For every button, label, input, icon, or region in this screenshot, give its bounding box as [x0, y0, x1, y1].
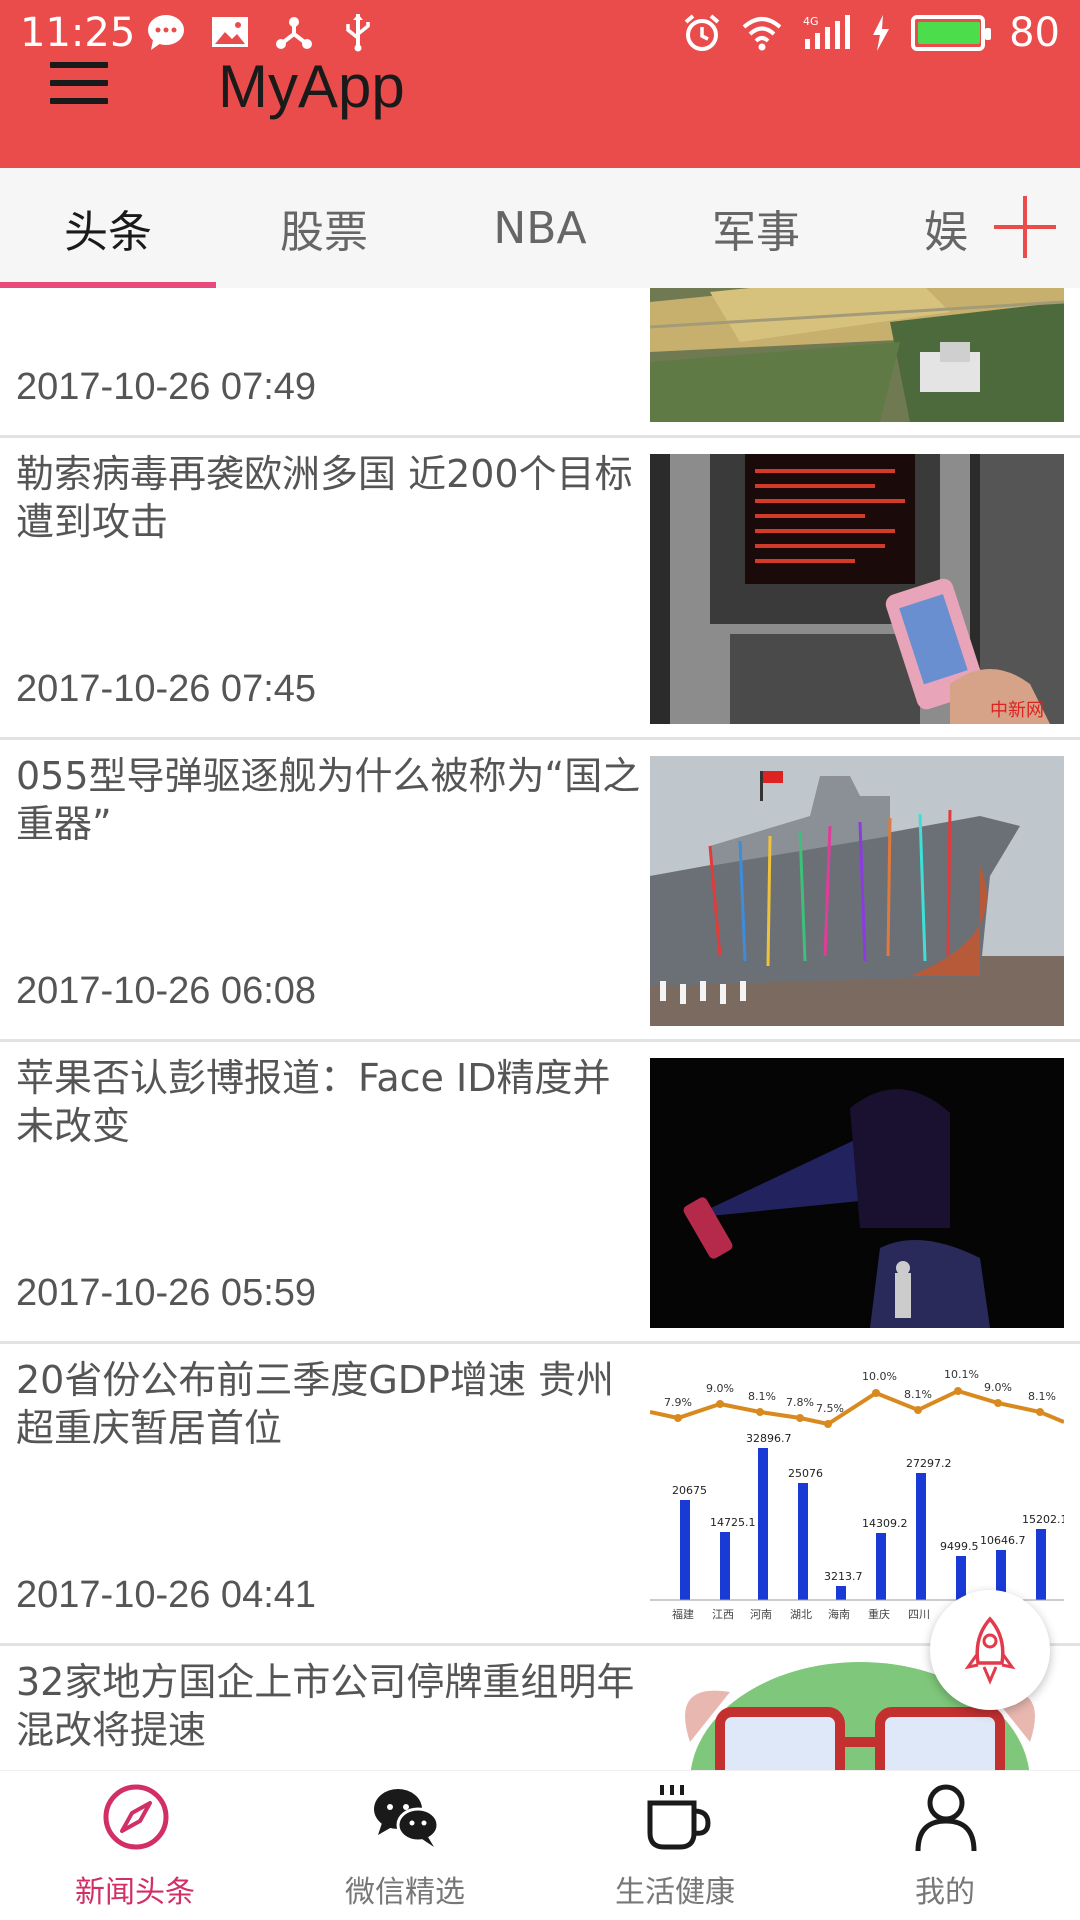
svg-text:8.1%: 8.1% [748, 1390, 776, 1403]
svg-text:8.1%: 8.1% [904, 1388, 932, 1401]
message-icon [148, 15, 184, 50]
destroyer-launch-image [650, 756, 1064, 1026]
news-title: 20省份公布前三季度GDP增速 贵州超重庆暂居首位 [16, 1358, 615, 1450]
rocket-icon [964, 1616, 1016, 1685]
nav-label: 新闻头条 [75, 1875, 195, 1910]
tab-indicator [0, 282, 216, 288]
news-time: 2017-10-26 07:45 [16, 668, 317, 710]
news-time: 2017-10-26 07:49 [16, 366, 317, 408]
news-time: 2017-10-26 05:59 [16, 1272, 317, 1314]
tab-headlines[interactable]: 头条 [64, 207, 152, 258]
app-title: MyApp [218, 53, 405, 120]
news-time: 2017-10-26 04:41 [16, 1574, 317, 1616]
nav-label: 微信精选 [345, 1875, 465, 1910]
tab-nba[interactable]: NBA [493, 202, 587, 254]
svg-text:重庆: 重庆 [868, 1607, 890, 1621]
svg-text:9.0%: 9.0% [984, 1381, 1012, 1394]
coffee-cup-icon [647, 1785, 711, 1850]
svg-text:4G: 4G [803, 15, 819, 28]
svg-text:32896.7: 32896.7 [746, 1432, 792, 1445]
news-title: 勒索病毒再袭欧洲多国 近200个目标遭到攻击 [16, 452, 633, 544]
wifi-icon [742, 17, 782, 51]
alarm-icon [684, 14, 720, 51]
tab-military[interactable]: 军事 [712, 207, 800, 258]
list-item[interactable]: 2017-10-26 07:49 [0, 288, 1080, 438]
nav-news-headlines[interactable]: 新闻头条 [0, 1771, 270, 1920]
list-item[interactable]: 32家地方国企上市公司停牌重组明年混改将提速 [0, 1646, 1080, 1770]
news-title: 苹果否认彭博报道：Face ID精度并未改变 [16, 1056, 611, 1148]
battery-icon [911, 15, 992, 51]
svg-text:7.5%: 7.5% [816, 1402, 844, 1415]
ransomware-atm-image: 中新网 [650, 454, 1064, 724]
nav-mine[interactable]: 我的 [810, 1771, 1080, 1920]
svg-text:10646.7: 10646.7 [980, 1534, 1026, 1547]
svg-text:14725.1: 14725.1 [710, 1516, 756, 1529]
usb-icon [346, 14, 370, 52]
svg-text:10.0%: 10.0% [862, 1370, 897, 1383]
svg-text:9.0%: 9.0% [706, 1382, 734, 1395]
list-item[interactable]: 苹果否认彭博报道：Face ID精度并未改变 2017-10-26 05:59 [0, 1042, 1080, 1344]
aerial-farmland-image [650, 288, 1064, 422]
news-time: 2017-10-26 06:08 [16, 970, 317, 1012]
svg-text:25076: 25076 [788, 1467, 823, 1480]
list-item[interactable]: 20省份公布前三季度GDP增速 贵州超重庆暂居首位 2017-10-26 04:… [0, 1344, 1080, 1646]
tab-entertainment[interactable]: 娱 [924, 207, 968, 258]
svg-text:3213.7: 3213.7 [824, 1570, 863, 1583]
svg-text:海南: 海南 [828, 1607, 850, 1621]
hamburger-menu-icon[interactable] [50, 62, 112, 108]
scroll-top-button[interactable] [930, 1590, 1050, 1710]
svg-text:湖北: 湖北 [790, 1608, 812, 1621]
wechat-icon [374, 1789, 440, 1847]
news-list: 2017-10-26 07:49 勒索病毒再袭欧洲多国 近200个目标遭到攻击 … [0, 288, 1080, 1770]
svg-text:15202.1: 15202.1 [1022, 1513, 1064, 1526]
svg-text:中新网: 中新网 [990, 700, 1044, 721]
plus-icon[interactable] [990, 192, 1060, 262]
svg-text:江西: 江西 [712, 1608, 734, 1621]
gdp-chart-image: 7.9% 9.0% 8.1% 7.8% 7.5% 10.0% 8.1% 10.1% 9.0%… [650, 1360, 1064, 1630]
charging-icon [873, 15, 890, 51]
svg-text:8.1%: 8.1% [1028, 1390, 1056, 1403]
app-bar: 11:25 4G 80 MyApp [0, 0, 1080, 168]
face-id-image [650, 1058, 1064, 1328]
nav-label: 生活健康 [615, 1875, 735, 1910]
category-tabs: 头条 股票 NBA 军事 娱 [0, 168, 1080, 288]
svg-text:7.8%: 7.8% [786, 1396, 814, 1409]
status-bar: 11:25 4G 80 [0, 0, 1080, 64]
svg-text:四川: 四川 [908, 1608, 930, 1621]
list-item[interactable]: 勒索病毒再袭欧洲多国 近200个目标遭到攻击 2017-10-26 07:45 … [0, 438, 1080, 740]
bottom-navigation: 新闻头条 微信精选 生活健康 我的 [0, 1770, 1080, 1920]
list-item[interactable]: 055型导弹驱逐舰为什么被称为“国之重器” 2017-10-26 06:08 [0, 740, 1080, 1042]
person-icon [915, 1784, 977, 1852]
status-time: 11:25 [20, 10, 136, 56]
svg-text:27297.2: 27297.2 [906, 1457, 952, 1470]
news-title: 055型导弹驱逐舰为什么被称为“国之重器” [16, 754, 641, 846]
compass-icon [103, 1784, 169, 1850]
battery-level: 80 [1009, 10, 1060, 56]
svg-text:10.1%: 10.1% [944, 1368, 979, 1381]
news-title: 32家地方国企上市公司停牌重组明年混改将提速 [16, 1660, 635, 1752]
svg-text:9499.5: 9499.5 [940, 1540, 979, 1553]
svg-text:20675: 20675 [672, 1484, 707, 1497]
svg-text:福建: 福建 [672, 1607, 694, 1621]
tab-stocks[interactable]: 股票 [280, 207, 368, 258]
signal-4g-icon: 4G [803, 15, 851, 49]
svg-text:7.9%: 7.9% [664, 1396, 692, 1409]
share-icon [276, 17, 312, 49]
svg-text:14309.2: 14309.2 [862, 1517, 908, 1530]
nav-life-health[interactable]: 生活健康 [540, 1771, 810, 1920]
nav-wechat-selection[interactable]: 微信精选 [270, 1771, 540, 1920]
image-icon [212, 17, 248, 47]
nav-label: 我的 [915, 1875, 975, 1910]
svg-text:河南: 河南 [750, 1608, 772, 1621]
